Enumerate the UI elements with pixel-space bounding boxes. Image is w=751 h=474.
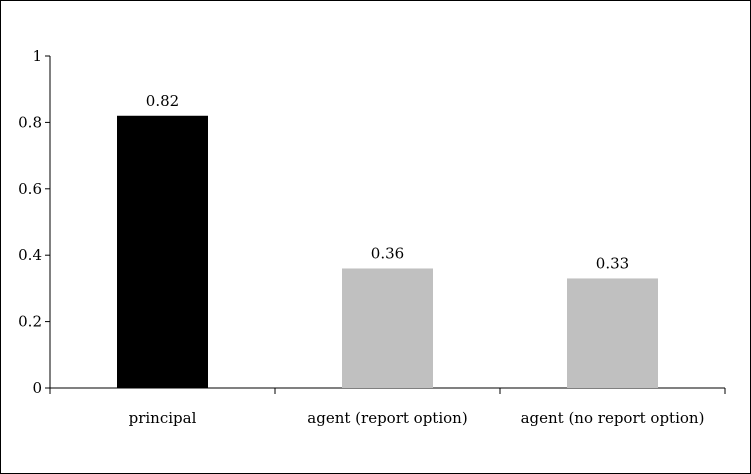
- bar-value-label: 0.33: [596, 254, 629, 272]
- bar: [342, 268, 433, 388]
- x-category-label: agent (no report option): [521, 409, 705, 427]
- category-labels-group: principal agent (report option) agent (no …: [129, 409, 705, 427]
- x-category-label: principal: [129, 409, 197, 427]
- y-tick-label: 1: [32, 47, 42, 65]
- y-tick-label: 0.2: [18, 313, 42, 331]
- bar: [567, 278, 658, 388]
- y-tick-label: 0: [32, 379, 42, 397]
- value-labels-group: 0.82 0.36 0.33: [146, 92, 629, 273]
- x-category-label: agent (report option): [307, 409, 467, 427]
- bar-value-label: 0.82: [146, 92, 179, 110]
- bar-value-label: 0.36: [371, 244, 404, 262]
- bar: [117, 115, 208, 388]
- y-tick-label: 0.8: [18, 113, 42, 131]
- y-tick-label: 0.6: [18, 180, 42, 198]
- y-axis-ticks: 0 0.2 0.4 0.6 0.8 1: [18, 47, 50, 397]
- y-tick-label: 0.4: [18, 246, 42, 264]
- x-axis-ticks: [49, 388, 726, 394]
- bars-group: [117, 115, 658, 388]
